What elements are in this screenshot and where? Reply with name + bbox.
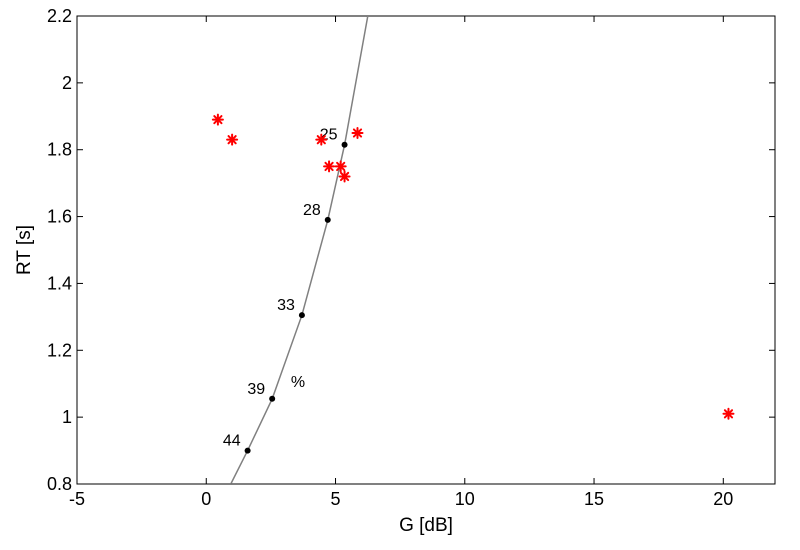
measured-point [722, 407, 735, 420]
percent-annotation: % [291, 374, 305, 391]
curve-point-label: 44 [223, 433, 241, 450]
measured-point [323, 160, 336, 173]
curve-point [324, 216, 331, 223]
y-tick-label: 1.2 [47, 340, 72, 360]
x-tick-label: 0 [201, 489, 211, 509]
measured-point [226, 133, 239, 146]
y-tick-label: 2.2 [47, 6, 72, 26]
y-tick-label: 1.4 [47, 273, 72, 293]
y-tick-label: 1.6 [47, 207, 72, 227]
y-tick-label: 0.8 [47, 474, 72, 494]
curve-point [298, 312, 305, 319]
y-axis-title: RT [s] [14, 225, 35, 275]
curve-point-label: 28 [303, 202, 321, 219]
measured-point [315, 133, 328, 146]
measured-point [334, 160, 347, 173]
measured-point [351, 127, 364, 139]
y-tick-label: 2 [62, 73, 72, 93]
curve-point [341, 141, 348, 148]
plot-area [76, 15, 776, 485]
measured-point [211, 113, 224, 126]
y-tick-label: 1.8 [47, 140, 72, 160]
x-tick-label: 20 [713, 489, 733, 509]
x-tick-label: 10 [455, 489, 475, 509]
x-tick-label: 5 [331, 489, 341, 509]
y-tick-label: 1 [62, 407, 72, 427]
x-tick-label: 15 [584, 489, 604, 509]
curve-point [269, 395, 276, 402]
measured-point [338, 170, 351, 183]
x-axis-title: G [dB] [399, 515, 453, 536]
curve-point-label: 39 [247, 381, 265, 398]
x-tick-label: -5 [69, 489, 85, 509]
curve-point-label: 33 [277, 297, 295, 314]
curve-point [244, 447, 251, 454]
